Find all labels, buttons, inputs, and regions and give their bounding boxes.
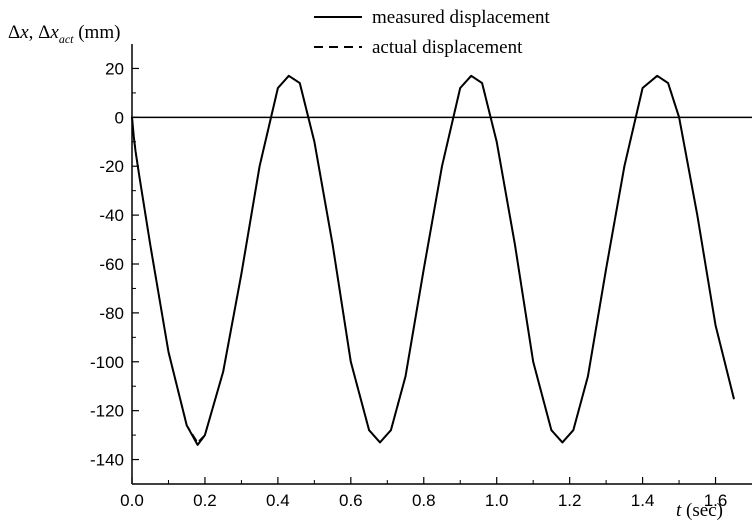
legend-label-actual: actual displacement [372, 37, 523, 58]
y-tick-label: 0 [115, 108, 124, 127]
x-label-var: t [676, 500, 682, 521]
x-tick-label: 0.0 [120, 491, 144, 510]
y-tick-label: -140 [90, 451, 124, 470]
y-tick-label: -60 [99, 255, 124, 274]
svg-text:Δx, Δxact (mm): Δx, Δxact (mm) [8, 22, 120, 46]
y-label-subscript: act [59, 32, 74, 46]
x-tick-label: 0.2 [193, 491, 217, 510]
x-axis-label: t (sec) [676, 500, 723, 521]
y-label-x-2: x [49, 22, 59, 43]
legend-label-measured: measured displacement [372, 7, 551, 28]
plot-area [131, 74, 752, 446]
series-line-actual [131, 75, 735, 444]
y-tick-label: 20 [105, 59, 124, 78]
x-tick-label: 1.4 [631, 491, 655, 510]
y-tick-label: -80 [99, 304, 124, 323]
x-tick-label: 1.0 [485, 491, 509, 510]
x-tick-label: 1.2 [558, 491, 582, 510]
y-label-x-1: x [19, 22, 29, 43]
y-axis-label: Δx, Δxact (mm) [8, 22, 120, 46]
x-tick-label: 0.8 [412, 491, 436, 510]
x-label-unit: (sec) [681, 500, 723, 521]
x-tick-label: 1.6 [704, 491, 728, 510]
x-tick-label: 0.6 [339, 491, 363, 510]
y-label-delta-1: Δ [8, 22, 20, 43]
axes: 20 0 -20 -40 -60 -80 -100 -120 -140 0.0 0.2 0.4 0.6 0… [90, 44, 752, 510]
series-line-measured [131, 74, 735, 446]
legend: measured displacement actual displacemen… [314, 7, 551, 58]
svg-text:t (sec): t (sec) [676, 500, 723, 521]
y-tick-label: -120 [90, 402, 124, 421]
y-label-unit: (mm) [73, 22, 120, 43]
y-tick-label: -100 [90, 353, 124, 372]
y-label-sep: , Δ [29, 22, 51, 43]
x-tick-label: 0.4 [266, 491, 290, 510]
y-tick-label: -20 [99, 157, 124, 176]
y-tick-label: -40 [99, 206, 124, 225]
